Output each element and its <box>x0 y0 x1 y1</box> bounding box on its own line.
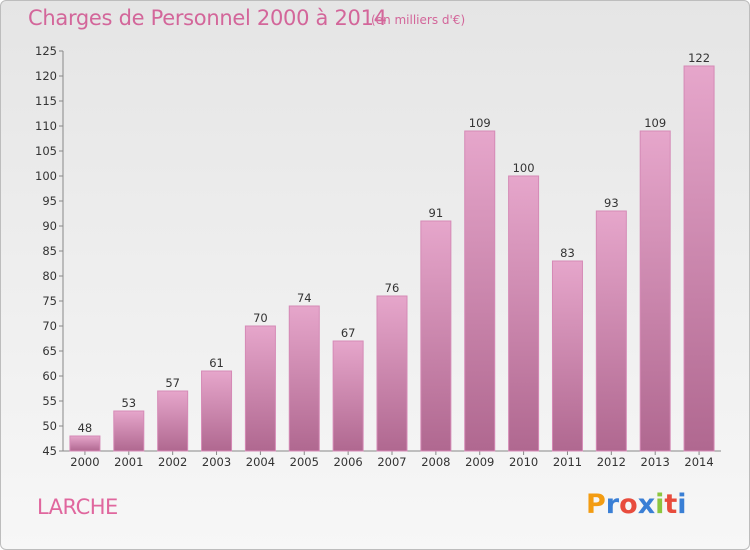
x-tick-label: 2013 <box>641 455 670 469</box>
data-label: 109 <box>469 116 491 130</box>
data-label: 83 <box>560 246 575 260</box>
bar <box>288 305 320 452</box>
x-tick-label: 2008 <box>421 455 450 469</box>
y-tick-label: 65 <box>42 344 57 358</box>
y-tick-label: 60 <box>42 369 57 383</box>
y-tick-label: 105 <box>35 144 57 158</box>
x-tick-label: 2012 <box>597 455 626 469</box>
data-label: 67 <box>341 326 356 340</box>
data-label: 93 <box>604 196 619 210</box>
data-label: 61 <box>209 356 224 370</box>
logo-letter: i <box>655 489 665 520</box>
logo-letter: i <box>677 489 687 520</box>
y-tick-label: 90 <box>42 219 57 233</box>
x-tick-label: 2010 <box>509 455 538 469</box>
bar <box>332 340 364 452</box>
y-tick-label: 70 <box>42 319 57 333</box>
y-tick-label: 100 <box>35 169 57 183</box>
bar <box>595 210 627 452</box>
x-tick-label: 2001 <box>114 455 143 469</box>
bar <box>69 435 101 452</box>
y-tick-label: 55 <box>42 394 57 408</box>
y-tick-label: 75 <box>42 294 57 308</box>
bar <box>683 65 715 452</box>
bar <box>201 370 233 452</box>
chart-title: Charges de Personnel 2000 à 2014 <box>28 6 387 30</box>
logo-letter: P <box>586 489 606 520</box>
logo-letter: x <box>637 489 656 520</box>
x-tick-label: 2014 <box>684 455 713 469</box>
y-tick-label: 45 <box>42 444 57 458</box>
bar <box>464 130 496 452</box>
data-label: 70 <box>253 311 268 325</box>
data-label: 48 <box>78 421 93 435</box>
chart-subtitle: (en milliers d'€) <box>371 13 466 27</box>
y-tick-label: 115 <box>35 94 57 108</box>
bar <box>639 130 671 452</box>
data-label: 57 <box>165 376 180 390</box>
data-label: 100 <box>513 161 535 175</box>
y-tick-label: 85 <box>42 244 57 258</box>
x-tick-label: 2005 <box>290 455 319 469</box>
x-tick-label: 2000 <box>70 455 99 469</box>
logo-letter: r <box>605 489 620 520</box>
data-label: 109 <box>644 116 666 130</box>
x-tick-label: 2006 <box>333 455 362 469</box>
logo-letter: t <box>664 489 678 520</box>
bar <box>508 175 540 452</box>
data-label: 91 <box>429 206 444 220</box>
bar <box>244 325 276 452</box>
bar <box>113 410 145 452</box>
x-tick-label: 2002 <box>158 455 187 469</box>
y-tick-label: 110 <box>35 119 57 133</box>
x-tick-label: 2004 <box>246 455 275 469</box>
y-tick-label: 50 <box>42 419 57 433</box>
bar <box>157 390 189 452</box>
data-label: 74 <box>297 291 312 305</box>
y-tick-label: 125 <box>35 44 57 58</box>
bar <box>376 295 408 452</box>
x-tick-label: 2011 <box>553 455 582 469</box>
y-tick-label: 95 <box>42 194 57 208</box>
bar <box>420 220 452 452</box>
data-label: 53 <box>121 396 136 410</box>
proxiti-logo[interactable]: Proxiti <box>586 489 687 520</box>
y-tick-label: 120 <box>35 69 57 83</box>
x-tick-label: 2003 <box>202 455 231 469</box>
bar <box>551 260 583 452</box>
logo-letter: o <box>619 489 638 520</box>
y-tick-label: 80 <box>42 269 57 283</box>
x-tick-label: 2009 <box>465 455 494 469</box>
data-label: 122 <box>688 51 710 65</box>
x-tick-label: 2007 <box>377 455 406 469</box>
commune-name: LARCHE <box>37 495 118 519</box>
data-label: 76 <box>385 281 400 295</box>
